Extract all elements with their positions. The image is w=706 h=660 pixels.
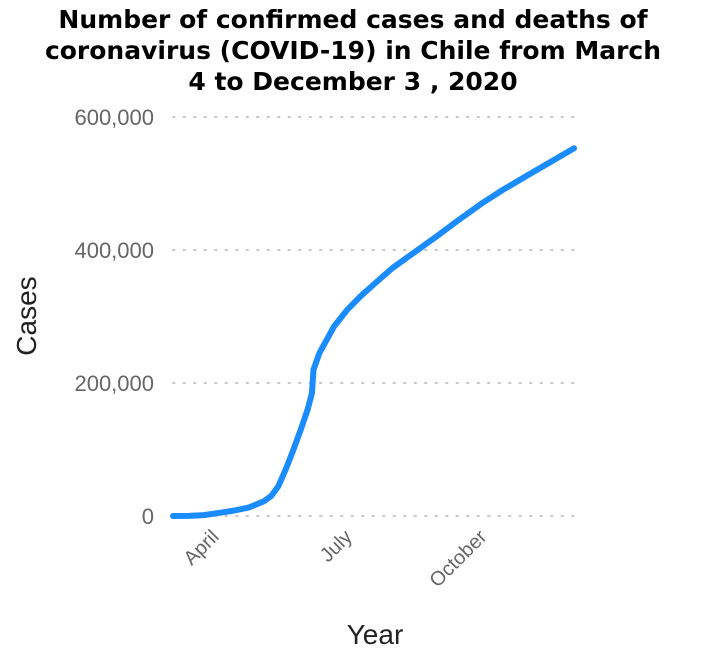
chart-title-line: 4 to December 3 , 2020 (188, 67, 518, 96)
chart-title: Number of confirmed cases and deaths of … (0, 4, 706, 97)
x-tick-label: October (425, 526, 491, 592)
cases-series-line (170, 145, 577, 519)
x-axis-label: Year (347, 619, 404, 650)
y-tick-label: 600,000 (74, 105, 154, 130)
y-axis-label: Cases (11, 276, 42, 355)
x-tick-label: July (316, 526, 357, 567)
chart-title-line: Number of confirmed cases and deaths of (58, 5, 648, 34)
x-axis-ticks: April July October (180, 526, 492, 592)
grid-lines (172, 116, 575, 517)
y-tick-label: 200,000 (74, 371, 154, 396)
series-layer (170, 145, 577, 519)
chart-title-line: coronavirus (COVID-19) in Chile from Mar… (44, 36, 662, 65)
y-tick-label: 0 (142, 504, 154, 529)
y-axis-ticks: 0 200,000 400,000 600,000 (74, 105, 154, 529)
y-tick-label: 400,000 (74, 238, 154, 263)
x-tick-label: April (180, 526, 224, 570)
